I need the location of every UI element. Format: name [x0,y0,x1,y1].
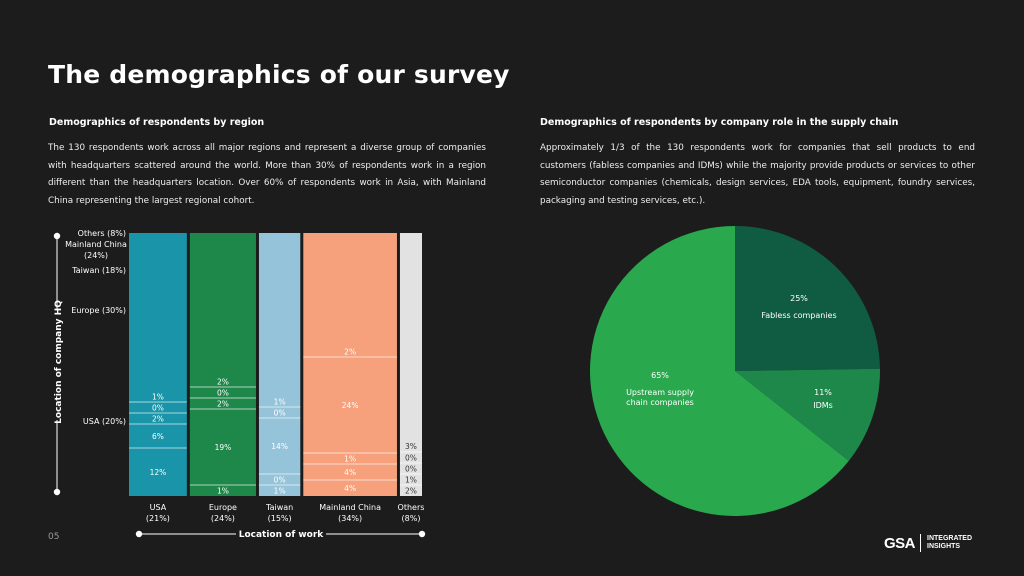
mekko-label-europe-usa: 1% [217,487,229,496]
x-tick-others: Others [398,503,425,512]
pie-value-idms: 11% [814,388,832,397]
logo-line-2: INSIGHTS [927,543,961,550]
x-tick-share-europe: (24%) [211,514,235,523]
mekko-label-others-others: 3% [405,442,417,451]
hq-label-mainland-china: Mainland China [65,240,127,249]
hq-label-europe: Europe (30%) [71,306,126,315]
mekko-label-usa-usa: 12% [150,468,167,477]
mekko-label-others-europe: 1% [405,476,417,485]
pie-slice-fabless-companies [735,226,880,371]
mekko-label-usa-taiwan: 2% [152,415,164,424]
mekko-label-taiwan-taiwan: 14% [271,442,288,451]
hq-label-taiwan: Taiwan (18%) [71,266,126,275]
pie-name-idms: IDMs [813,401,833,410]
mekko-label-taiwan-usa: 1% [274,487,286,496]
mekko-label-europe-taiwan: 2% [217,400,229,409]
pie-value-fabless-companies: 25% [790,294,808,303]
mekko-label-taiwan-mainland-china: 0% [274,409,286,418]
gsa-logo-mark: GSA [884,534,916,552]
region-description: The 130 respondents work across all majo… [48,143,486,206]
logo-divider [920,534,922,552]
mekko-label-others-mainland-china: 0% [405,454,417,463]
pie-slice-upstream-supply-chain-companies [590,226,849,516]
mekko-column-europe [189,233,256,496]
mekko-label-mainland-china-others: 2% [344,348,356,357]
page-number: 05 [48,532,60,542]
mekko-label-europe-others: 2% [217,378,229,387]
mekko-label-others-taiwan: 0% [405,465,417,474]
mekko-label-mainland-china-usa: 4% [344,484,356,493]
gsa-logo: GSA INTEGRATED INSIGHTS [884,533,972,553]
y-axis-end-dot-bottom [53,488,61,496]
mekko-label-usa-mainland-china: 0% [152,404,164,413]
y-axis-end-dot-top [53,232,61,240]
logo-wordmark: INTEGRATED INSIGHTS [927,535,972,551]
mekko-label-usa-others: 1% [152,393,164,402]
pie-name-upstream-supply-chain-companies-line1: Upstream supply [626,388,694,397]
region-section-heading: Demographics of respondents by region [49,117,265,128]
pie-slice-idms [735,368,881,461]
role-description: Approximately 1/3 of the 130 respondents… [540,143,975,206]
mekko-label-taiwan-others: 1% [274,398,286,407]
hq-label-others: Others (8%) [78,229,126,238]
mekko-label-europe-europe: 19% [215,443,232,452]
x-axis-end-dot-right [418,530,426,538]
mekko-label-others-usa: 2% [405,487,417,496]
x-tick-taiwan: Taiwan [265,503,293,512]
x-tick-europe: Europe [209,503,237,512]
logo-line-1: INTEGRATED [927,535,972,542]
x-tick-share-usa: (21%) [146,514,170,523]
y-axis-title: Location of company HQ [54,300,64,424]
mekko-label-usa-europe: 6% [152,432,164,441]
mekko-label-europe-mainland-china: 0% [217,389,229,398]
mekko-column-taiwan [258,233,301,496]
mekko-column-usa [129,233,187,496]
x-axis-end-dot-left [135,530,143,538]
pie-value-upstream-supply-chain-companies: 65% [651,371,669,380]
x-tick-share-mainland-china: (34%) [338,514,362,523]
pie-name-upstream-supply-chain-companies-line2: chain companies [626,398,694,407]
x-tick-usa: USA [150,503,167,512]
mekko-label-mainland-china-mainland-china: 24% [342,401,359,410]
pie-name-fabless-companies: Fabless companies [761,311,836,320]
mekko-label-mainland-china-europe: 4% [344,468,356,477]
mekko-column-mainland-china [303,233,397,496]
x-tick-mainland-china: Mainland China [319,503,381,512]
role-section-heading: Demographics of respondents by company r… [540,117,899,128]
x-axis-title: Location of work [239,530,325,540]
page-title: The demographics of our survey [48,60,510,89]
mekko-label-mainland-china-taiwan: 1% [344,455,356,464]
x-tick-share-others: (8%) [402,514,421,523]
hq-label-share-mainland-china: (24%) [84,251,108,260]
x-tick-share-taiwan: (15%) [268,514,292,523]
hq-label-usa: USA (20%) [83,417,126,426]
mekko-label-taiwan-europe: 0% [274,476,286,485]
mekko-column-others [399,233,422,496]
